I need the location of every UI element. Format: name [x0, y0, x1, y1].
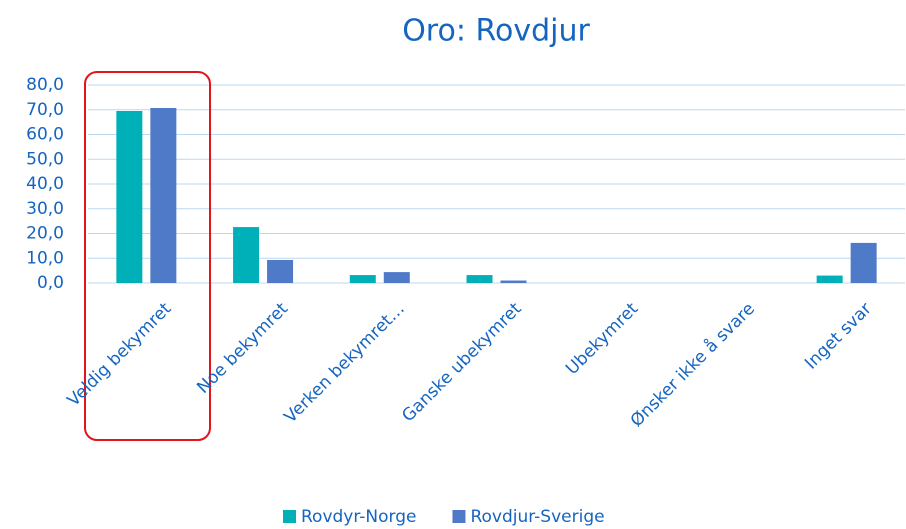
y-tick-label: 70,0	[26, 100, 64, 120]
bar	[383, 272, 410, 283]
bar	[267, 259, 294, 283]
chart-title: Oro: Rovdjur	[402, 14, 590, 49]
y-tick-label: 20,0	[26, 224, 64, 244]
x-tick-label: Veldig bekymret	[64, 299, 176, 411]
y-tick-label: 30,0	[26, 199, 64, 219]
y-tick-label: 0,0	[37, 273, 64, 293]
legend-label: Rovdyr-Norge	[301, 507, 416, 527]
x-tick-label: Ønsker ikke å svare	[626, 298, 759, 431]
y-tick-label: 80,0	[26, 75, 64, 95]
grid: 0,0 10,0 20,0 30,0 40,0 50,0 60,0 70,0 80,0	[26, 75, 905, 293]
legend-swatch	[452, 510, 466, 523]
y-tick-label: 60,0	[26, 125, 64, 145]
y-tick-label: 50,0	[26, 149, 64, 169]
highlight-box	[84, 71, 211, 441]
y-tick-label: 10,0	[26, 248, 64, 268]
legend-label: Rovdjur-Sverige	[470, 507, 604, 527]
bar	[150, 108, 177, 283]
bar	[816, 275, 843, 283]
bar	[850, 242, 877, 283]
bar	[466, 275, 493, 283]
x-tick-label: Inget svar	[801, 299, 876, 374]
bar	[349, 275, 376, 283]
x-tick-label: Noe bekymret	[193, 299, 292, 398]
y-tick-label: 40,0	[26, 174, 64, 194]
bar	[233, 227, 260, 283]
bar	[116, 110, 143, 283]
x-tick-label: Ganske ubekymret	[398, 299, 525, 426]
legend-swatch	[283, 510, 296, 523]
x-tick-label: Ubekymret	[562, 299, 642, 379]
bar	[500, 280, 527, 283]
bars	[116, 108, 877, 283]
x-tick-label: Verken bekymret…	[281, 299, 409, 427]
